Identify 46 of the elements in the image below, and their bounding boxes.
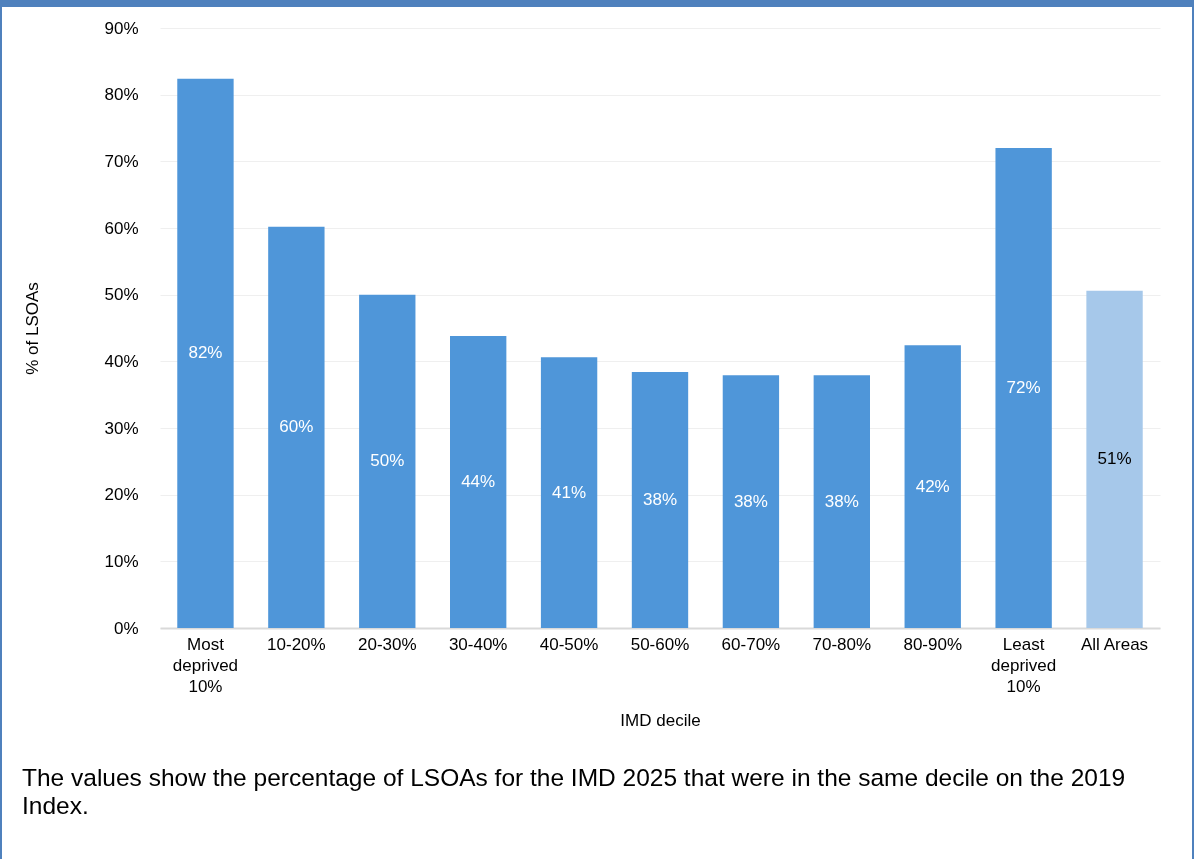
bar xyxy=(450,336,507,628)
y-axis-title: % of LSOAs xyxy=(23,282,43,375)
text: The values show the percentage of LSOAs for the IMD 2025 that were in the same decile on the 2019 Index. xyxy=(22,764,1127,820)
y-tick-label: 40% xyxy=(104,351,139,371)
x-tick-label: 30-40% xyxy=(448,634,508,654)
bar xyxy=(359,294,416,628)
x-tick-label: 10-20% xyxy=(267,634,326,654)
y-tick-label: 80% xyxy=(104,85,139,105)
data-label: 72% xyxy=(1006,378,1041,397)
x-tick-label: All Areas xyxy=(1081,634,1149,654)
y-tick-label: 50% xyxy=(104,285,139,305)
x-tick-label: 70-80% xyxy=(812,634,872,654)
y-tick-label: 30% xyxy=(104,418,139,438)
data-label: 38% xyxy=(642,490,678,509)
x-tick-label: 60-70% xyxy=(721,634,781,654)
bar xyxy=(722,375,780,628)
data-label: 51% xyxy=(1097,449,1132,469)
data-label: 42% xyxy=(915,476,950,496)
data-label: 38% xyxy=(733,491,768,511)
x-tick-label: 50-60% xyxy=(630,634,690,654)
bar xyxy=(631,372,689,628)
bar xyxy=(1086,290,1143,628)
data-label: 50% xyxy=(370,451,405,471)
y-tick-label: 90% xyxy=(104,18,139,38)
data-label: 44% xyxy=(461,472,496,491)
x-tick-label: Most deprived 10% xyxy=(172,634,239,696)
bar xyxy=(904,345,961,628)
bar xyxy=(540,357,598,628)
bar xyxy=(995,148,1052,628)
bar xyxy=(177,78,234,628)
data-label: 38% xyxy=(824,491,859,511)
x-tick-label: 20-30% xyxy=(357,634,417,654)
y-tick-label: 0% xyxy=(113,618,139,638)
bar xyxy=(268,226,325,628)
x-tick-label: 40-50% xyxy=(539,634,599,654)
y-tick-label: 70% xyxy=(104,151,139,171)
x-tick-label: 80-90% xyxy=(903,634,963,654)
y-tick-label: 10% xyxy=(104,551,139,571)
y-tick-label: 60% xyxy=(104,218,139,238)
x-tick-label: Least deprived 10% xyxy=(991,634,1057,696)
x-axis-title: IMD decile xyxy=(620,710,701,730)
data-label: 41% xyxy=(552,482,587,502)
bar xyxy=(813,375,870,628)
data-label: 82% xyxy=(188,343,223,363)
data-label: 60% xyxy=(279,417,314,437)
y-tick-label: 20% xyxy=(104,485,139,505)
